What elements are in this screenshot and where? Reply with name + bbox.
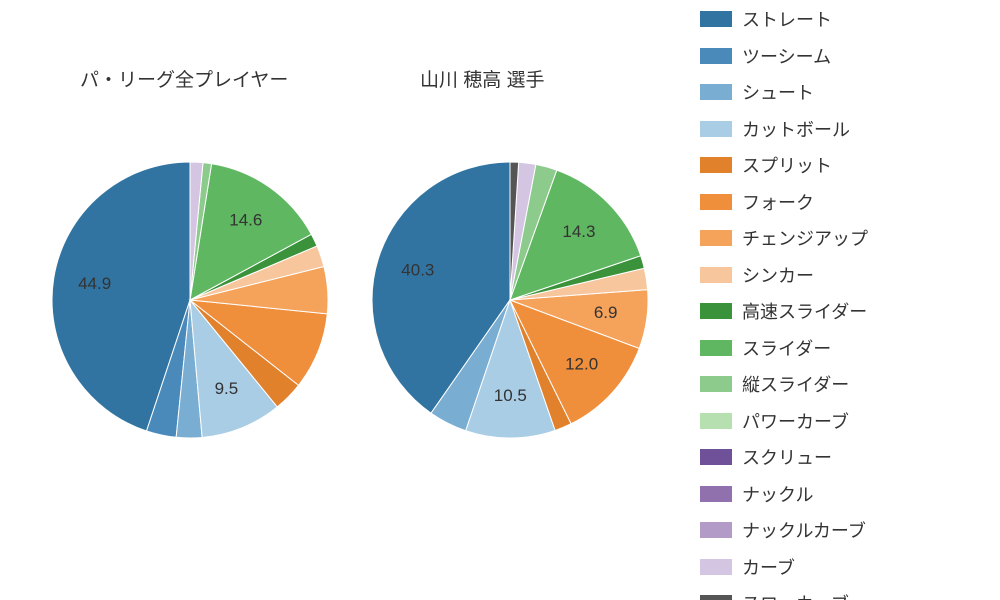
- legend-item-sinker: シンカー: [700, 262, 1000, 288]
- legend-label-knuckle: ナックル: [742, 481, 813, 507]
- pie-label-cutball: 10.5: [494, 386, 527, 405]
- legend-swatch-fast_slider: [700, 303, 732, 319]
- legend-label-two_seam: ツーシーム: [742, 43, 831, 69]
- legend-item-two_seam: ツーシーム: [700, 43, 1000, 69]
- figure-root: パ・リーグ全プレイヤー 44.9 9.5 14.6 山川 穂高 選手 40.3 10.5 12…: [0, 0, 1000, 600]
- legend-swatch-screw: [700, 449, 732, 465]
- legend-label-v_slider: 縦スライダー: [742, 371, 849, 397]
- legend: ストレートツーシームシュートカットボールスプリットフォークチェンジアップシンカー…: [700, 0, 1000, 600]
- legend-item-screw: スクリュー: [700, 444, 1000, 470]
- pie-player: 40.3 10.5 12.0 6.9 14.3: [370, 160, 650, 440]
- chart-title-league: パ・リーグ全プレイヤー: [80, 65, 288, 92]
- legend-item-cutball: カットボール: [700, 116, 1000, 142]
- legend-item-knuckle: ナックル: [700, 481, 1000, 507]
- chart-title-player: 山川 穂高 選手: [420, 65, 545, 92]
- pie-label-cutball: 9.5: [215, 379, 239, 398]
- legend-label-curve: カーブ: [742, 554, 795, 580]
- pie-league: 44.9 9.5 14.6: [50, 160, 330, 440]
- legend-item-shoot: シュート: [700, 79, 1000, 105]
- legend-swatch-v_slider: [700, 376, 732, 392]
- legend-item-fork: フォーク: [700, 189, 1000, 215]
- legend-item-curve: カーブ: [700, 554, 1000, 580]
- legend-swatch-shoot: [700, 84, 732, 100]
- legend-label-changeup: チェンジアップ: [742, 225, 868, 251]
- legend-label-slow_curve: スローカーブ: [742, 590, 849, 600]
- legend-swatch-two_seam: [700, 48, 732, 64]
- pie-label-fork: 12.0: [565, 354, 598, 373]
- legend-label-knuckle_curve: ナックルカーブ: [742, 517, 866, 543]
- legend-item-knuckle_curve: ナックルカーブ: [700, 517, 1000, 543]
- pie-label-straight: 44.9: [78, 274, 111, 293]
- legend-label-split: スプリット: [742, 152, 832, 178]
- legend-label-power_curve: パワーカーブ: [742, 408, 849, 434]
- legend-swatch-power_curve: [700, 413, 732, 429]
- pie-label-straight: 40.3: [401, 261, 434, 280]
- pie-label-changeup: 6.9: [594, 303, 618, 322]
- legend-item-straight: ストレート: [700, 6, 1000, 32]
- legend-item-power_curve: パワーカーブ: [700, 408, 1000, 434]
- legend-label-cutball: カットボール: [742, 116, 850, 142]
- pie-label-slider: 14.3: [562, 222, 595, 241]
- legend-swatch-curve: [700, 559, 732, 575]
- legend-label-screw: スクリュー: [742, 444, 832, 470]
- legend-label-fast_slider: 高速スライダー: [742, 298, 867, 324]
- legend-label-shoot: シュート: [742, 79, 814, 105]
- legend-item-split: スプリット: [700, 152, 1000, 178]
- pie-label-slider: 14.6: [229, 211, 262, 230]
- legend-swatch-split: [700, 157, 732, 173]
- legend-swatch-sinker: [700, 267, 732, 283]
- legend-item-slow_curve: スローカーブ: [700, 590, 1000, 600]
- legend-item-changeup: チェンジアップ: [700, 225, 1000, 251]
- legend-label-sinker: シンカー: [742, 262, 814, 288]
- legend-item-fast_slider: 高速スライダー: [700, 298, 1000, 324]
- legend-swatch-slider: [700, 340, 732, 356]
- legend-swatch-knuckle: [700, 486, 732, 502]
- legend-label-slider: スライダー: [742, 335, 831, 361]
- legend-item-v_slider: 縦スライダー: [700, 371, 1000, 397]
- legend-swatch-changeup: [700, 230, 732, 246]
- legend-swatch-fork: [700, 194, 732, 210]
- legend-swatch-knuckle_curve: [700, 522, 732, 538]
- legend-item-slider: スライダー: [700, 335, 1000, 361]
- legend-label-fork: フォーク: [742, 189, 814, 215]
- legend-swatch-cutball: [700, 121, 732, 137]
- chart-area: パ・リーグ全プレイヤー 44.9 9.5 14.6 山川 穂高 選手 40.3 10.5 12…: [0, 0, 680, 600]
- legend-label-straight: ストレート: [742, 6, 832, 32]
- legend-swatch-straight: [700, 11, 732, 27]
- legend-swatch-slow_curve: [700, 595, 732, 600]
